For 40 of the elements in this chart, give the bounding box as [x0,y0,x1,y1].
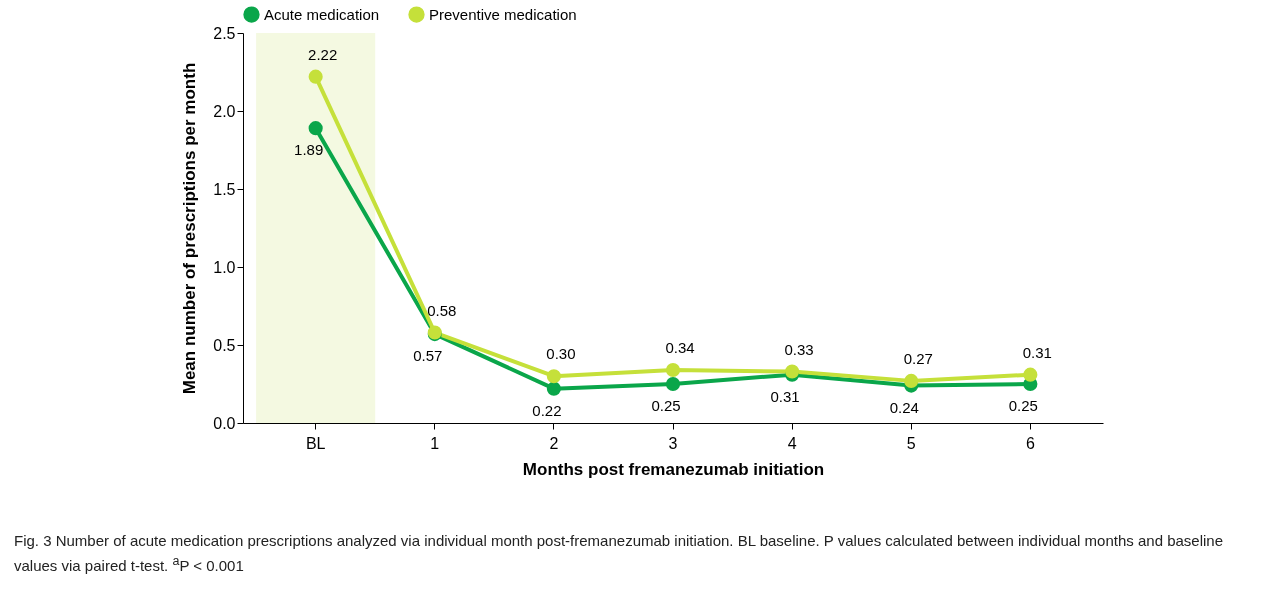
data-label: 0.34 [665,338,695,356]
point [546,381,561,396]
point [546,369,561,384]
x-tick-label: 3 [668,434,678,452]
data-label: 0.31 [1022,343,1052,361]
point [904,373,919,388]
point [308,69,323,84]
data-label: 0.30 [546,345,576,363]
legend-label: Preventive medication [429,5,577,23]
data-label: 2.22 [308,45,338,63]
x-tick-label: 6 [1025,434,1035,452]
y-tick-label: 1.0 [213,258,236,276]
y-tick-label: 0.0 [213,414,236,432]
x-tick-label: BL [305,434,326,452]
x-tick-label: 4 [787,434,797,452]
x-tick-label: 5 [906,434,916,452]
caption: Fig. 3 Number of acute medication prescriptions analyzed via individual month post-fremanezumab initiation. BL baseline. P values calculated between individual months and baseline values via paired t-test. $^{a}$P < 0.001 [14,531,1225,576]
y-tick-label: 0.5 [213,336,236,354]
data-label: 0.33 [784,340,814,358]
legend-label: Acute medication [264,5,380,23]
point [1023,367,1038,382]
point [308,121,323,136]
x-tick-label: 1 [430,434,440,452]
data-label: 0.22 [532,401,562,419]
y-tick-label: 2.5 [213,24,236,42]
y-tick-label: 2.0 [213,102,236,120]
point [665,376,681,392]
data-label: 0.25 [1008,397,1038,414]
data-label: 1.89 [294,141,324,159]
y-axis-title: Mean number of prescriptions per month [180,62,200,395]
data-label: 0.57 [413,347,443,365]
data-label: 0.31 [770,387,800,405]
data-label: 0.27 [903,349,933,367]
point [665,362,681,378]
data-label: 0.25 [651,397,681,414]
data-label: 0.58 [427,301,457,319]
data-label: 0.24 [889,398,919,416]
x-tick-label: 2 [549,434,559,452]
y-tick-label: 1.5 [213,180,236,198]
x-axis-title: Months post fremanezumab initiation [522,459,825,479]
